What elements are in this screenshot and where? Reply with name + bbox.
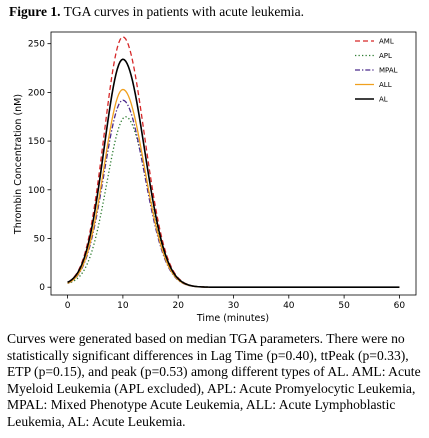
y-tick-label: 100 [28,186,45,196]
legend-label-al: AL [379,96,388,104]
plot-frame [50,31,417,296]
y-tick-label: 200 [28,88,45,98]
x-tick-label: 60 [394,301,406,311]
y-axis-label: Thrombin Concentration (nM) [13,94,24,235]
figure-title: Figure 1. TGA curves in patients with ac… [9,4,304,20]
x-tick-label: 50 [338,301,350,311]
x-tick-label: 30 [228,301,240,311]
series-lines [67,36,400,289]
x-tick-label: 20 [172,301,184,311]
x-tick-label: 40 [283,301,295,311]
x-axis-label: Time (minutes) [196,313,269,324]
axis-ticks: 0 10 20 30 40 50 60 0 50 100 150 200 250 [28,40,406,311]
tga-chart: 0 10 20 30 40 50 60 0 50 100 150 200 250 Time (minut… [0,24,429,330]
series-line-mpal [67,99,400,288]
y-tick-label: 50 [34,235,46,245]
x-tick-label: 0 [65,301,71,311]
chart-svg: 0 10 20 30 40 50 60 0 50 100 150 200 250 Time (minut… [13,31,417,324]
legend-label-aml: AML [379,38,394,46]
x-tick-label: 10 [117,301,129,311]
figure-label: Figure 1. [9,4,61,19]
y-tick-label: 0 [39,283,45,293]
series-line-aml [67,36,400,288]
series-line-apl [67,116,400,288]
legend: AML APL MPAL ALL AL [355,38,398,104]
legend-label-apl: APL [379,52,392,60]
y-tick-label: 250 [28,40,45,50]
series-line-all [67,88,400,288]
figure-title-text: TGA curves in patients with acute leukem… [63,4,304,19]
legend-label-mpal: MPAL [379,67,398,75]
legend-label-all: ALL [379,81,392,89]
y-tick-label: 150 [28,137,45,147]
series-line-al [67,58,400,289]
figure-caption: Curves were generated based on median TG… [7,331,421,429]
